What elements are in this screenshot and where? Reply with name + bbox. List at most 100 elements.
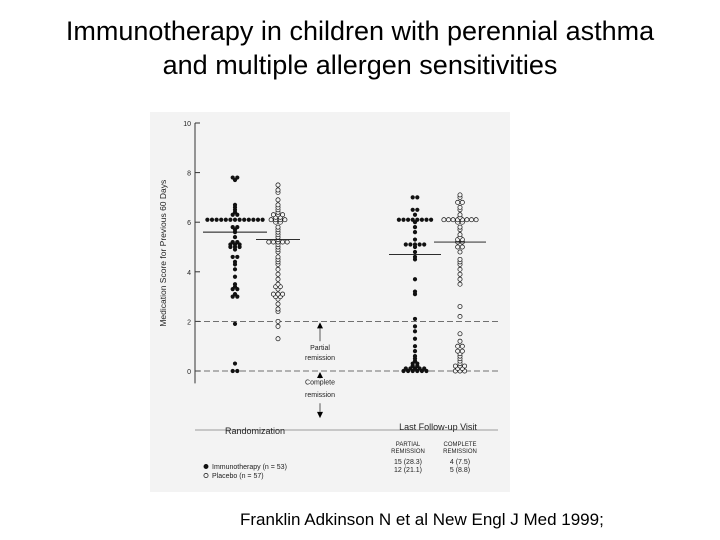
immunotherapy-point [219,217,224,222]
partial-remission-label: remission [305,355,335,362]
immunotherapy-point [251,217,256,222]
immunotherapy-point [232,234,238,240]
complete-remission-label: remission [305,392,335,399]
immunotherapy-point [242,217,247,222]
placebo-point [457,212,463,218]
table-cell: 5 (8.8) [450,467,470,474]
immunotherapy-point [412,336,418,341]
placebo-point [457,232,463,238]
placebo-point [455,244,461,250]
y-tick-label: 8 [187,171,191,178]
immunotherapy-point [410,207,415,212]
placebo-point [450,217,456,223]
placebo-point [455,343,461,349]
placebo-point [275,202,281,208]
placebo-point [457,204,463,210]
placebo-point [459,199,465,205]
placebo-point [275,291,281,297]
placebo-point [459,244,465,250]
citation: Franklin Adkinson N et al New Engl J Med… [240,510,604,529]
placebo-point [457,266,463,272]
placebo-point [473,217,479,223]
legend-label: Immunotherapy (n = 53) [212,464,287,471]
immunotherapy-point [235,368,240,374]
immunotherapy-point [401,217,406,222]
immunotherapy-point [412,349,418,354]
placebo-point [275,224,281,230]
complete-remission-label: Complete [305,380,335,387]
placebo-point [459,343,465,349]
placebo-point [462,363,468,369]
immunotherapy-point [429,217,434,222]
axis [194,122,498,431]
immunotherapy-point [412,230,418,235]
y-tick-label: 10 [183,121,191,128]
placebo-point [270,212,276,218]
placebo-point [457,192,463,198]
placebo-point [457,313,463,319]
immunotherapy-point [403,242,408,247]
immunotherapy-point [410,217,415,222]
placebo-point [275,197,281,203]
table-header: REMISSION [443,449,477,455]
slide-title: Immunotherapy in children with perennial… [0,14,720,82]
immunotherapy-point [232,202,238,207]
placebo-point [457,281,463,287]
scatter-chart: 0 2 4 6 8 10 Medication Score for Previous 60 … [150,112,510,492]
placebo-point [457,331,463,337]
immunotherapy-point [205,217,210,222]
complete-remission-tail-head [317,411,323,419]
table-header: PARTIAL [396,442,421,448]
immunotherapy-point [412,277,418,282]
table-header: REMISSION [391,449,425,455]
table-cell: 15 (28.3) [394,459,422,466]
chart-text: 0 2 4 6 8 10 Medication Score for Previous 60 … [158,121,477,480]
y-tick-label: 4 [187,270,191,277]
y-tick-label: 2 [187,319,191,326]
immunotherapy-point [232,267,238,272]
placebo-point [469,217,474,223]
legend-marker [203,464,209,469]
placebo-point [275,301,281,307]
data-points [203,175,486,478]
immunotherapy-point [235,254,240,260]
immunotherapy-point [412,225,418,230]
immunotherapy-point [230,225,235,230]
placebo-point [275,306,281,312]
immunotherapy-point [209,217,215,222]
placebo-point [457,304,463,309]
placebo-point [452,363,458,369]
y-tick-label: 0 [187,369,191,376]
immunotherapy-point [424,217,429,222]
placebo-point [275,281,281,287]
placebo-point [457,276,463,282]
placebo-point [457,224,463,230]
immunotherapy-point [419,217,424,222]
immunotherapy-point [422,242,427,247]
immunotherapy-point [232,361,238,366]
immunotherapy-point [237,217,242,222]
y-axis-label: Medication Score for Previous 60 Days [158,180,168,327]
legend-marker [203,473,209,478]
immunotherapy-point [396,217,401,222]
immunotherapy-point [214,217,219,222]
placebo-point [280,239,286,245]
immunotherapy-point [412,329,418,334]
placebo-point [457,249,463,255]
immunotherapy-point [230,175,235,180]
placebo-point [455,348,461,354]
placebo-point [275,182,281,188]
placebo-point [266,239,272,245]
placebo-point [275,254,281,260]
placebo-point [268,217,274,223]
immunotherapy-point [415,207,420,212]
immunotherapy-point [235,239,240,245]
immunotherapy-point [403,366,408,371]
immunotherapy-point [230,239,235,245]
group-label-last-visit: Last Follow-up Visit [399,422,477,432]
immunotherapy-point [412,324,418,329]
immunotherapy-point [232,259,238,264]
placebo-point [270,239,276,245]
immunotherapy-point [412,242,418,247]
threshold-lines [195,320,498,372]
